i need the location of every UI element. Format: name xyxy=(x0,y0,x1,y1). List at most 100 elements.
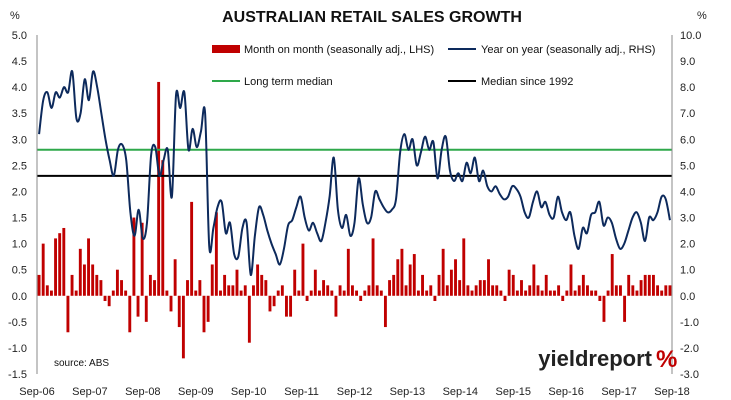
month-on-month-bar xyxy=(495,285,499,296)
month-on-month-bar xyxy=(169,295,173,312)
month-on-month-bar xyxy=(623,295,627,322)
left-tick-label: 0.0 xyxy=(12,291,27,303)
month-on-month-bar xyxy=(433,295,437,301)
month-on-month-bar xyxy=(280,285,284,296)
month-on-month-bar xyxy=(181,295,185,359)
month-on-month-bar xyxy=(161,160,165,296)
month-on-month-bar xyxy=(103,295,107,301)
x-tick-label: Sep-11 xyxy=(284,386,319,398)
month-on-month-bar xyxy=(396,259,400,296)
month-on-month-bar xyxy=(322,280,326,296)
month-on-month-bar xyxy=(619,285,622,296)
month-on-month-bar xyxy=(577,285,581,296)
month-on-month-bar xyxy=(87,238,90,296)
month-on-month-bar xyxy=(553,290,556,296)
month-on-month-bar xyxy=(313,269,317,296)
month-on-month-bar xyxy=(252,285,255,296)
month-on-month-bar xyxy=(289,295,293,317)
month-on-month-bar xyxy=(70,274,74,296)
month-on-month-bar xyxy=(355,290,359,296)
month-on-month-bar xyxy=(627,274,631,296)
month-on-month-bar xyxy=(515,290,519,296)
month-on-month-bar xyxy=(351,285,354,296)
month-on-month-bar xyxy=(441,248,445,296)
month-on-month-bar xyxy=(524,290,528,296)
month-on-month-bar xyxy=(462,238,466,296)
month-on-month-bar xyxy=(318,290,321,296)
month-on-month-bar xyxy=(404,285,408,296)
month-on-month-bar xyxy=(379,290,383,296)
month-on-month-bar xyxy=(140,222,144,296)
x-tick-label: Sep-09 xyxy=(178,386,213,398)
month-on-month-bar xyxy=(425,290,429,296)
month-on-month-bar xyxy=(565,290,569,296)
month-on-month-bar xyxy=(293,269,297,296)
left-tick-label: 4.0 xyxy=(12,82,27,94)
month-on-month-bar xyxy=(359,295,363,301)
month-on-month-bar xyxy=(45,285,49,296)
month-on-month-bar xyxy=(383,295,387,328)
month-on-month-bar xyxy=(136,295,140,317)
median-lines xyxy=(37,148,672,177)
month-on-month-bar xyxy=(664,285,668,296)
month-on-month-bar xyxy=(148,274,152,296)
month-on-month-bar xyxy=(421,274,424,296)
month-on-month-bar xyxy=(260,274,264,296)
month-on-month-bar xyxy=(58,233,62,296)
right-tick-label: 7.0 xyxy=(680,108,695,120)
month-on-month-bar xyxy=(610,254,614,296)
month-on-month-bar xyxy=(520,280,523,296)
month-on-month-bar xyxy=(66,295,70,333)
month-on-month-bar xyxy=(144,295,148,322)
month-on-month-bar xyxy=(507,269,511,296)
left-tick-label: 0.5 xyxy=(12,265,27,277)
month-on-month-bar xyxy=(367,285,371,296)
month-on-month-bars xyxy=(37,81,672,359)
month-on-month-bar xyxy=(458,280,462,296)
month-on-month-bar xyxy=(581,274,585,296)
month-on-month-bar xyxy=(482,280,486,296)
month-on-month-bar xyxy=(41,243,45,296)
month-on-month-bar xyxy=(342,290,346,296)
month-on-month-bar xyxy=(128,295,132,333)
x-tick-label: Sep-18 xyxy=(654,386,689,398)
month-on-month-bar xyxy=(223,274,227,296)
month-on-month-bar xyxy=(470,290,474,296)
right-tick-label: 1.0 xyxy=(680,265,695,277)
month-on-month-bar xyxy=(408,264,412,296)
month-on-month-bar xyxy=(647,274,651,296)
month-on-month-bar xyxy=(326,285,330,296)
month-on-month-bar xyxy=(49,290,53,296)
x-tick-label: Sep-08 xyxy=(125,386,160,398)
month-on-month-bar xyxy=(124,290,128,296)
month-on-month-bar xyxy=(239,290,243,296)
left-tick-label: 2.5 xyxy=(12,160,27,172)
month-on-month-bar xyxy=(668,285,672,296)
month-on-month-bar xyxy=(177,295,181,328)
right-tick-label: 2.0 xyxy=(680,239,695,251)
month-on-month-bar xyxy=(153,280,156,296)
right-tick-label: 3.0 xyxy=(680,213,695,225)
month-on-month-bar xyxy=(598,295,602,301)
right-tick-label: -3.0 xyxy=(680,369,699,381)
month-on-month-bar xyxy=(107,295,111,307)
month-on-month-bar xyxy=(487,259,490,296)
month-on-month-bar xyxy=(656,285,660,296)
month-on-month-bar xyxy=(561,295,565,301)
month-on-month-bar xyxy=(614,285,618,296)
month-on-month-bar xyxy=(235,269,239,296)
month-on-month-bar xyxy=(371,238,375,296)
month-on-month-bar xyxy=(202,295,206,333)
legend-label-year-on-year: Year on year (seasonally adj., RHS) xyxy=(481,44,655,56)
left-tick-label: -1.5 xyxy=(8,369,27,381)
month-on-month-bar xyxy=(363,290,367,296)
x-tick-label: Sep-07 xyxy=(72,386,107,398)
month-on-month-bar xyxy=(214,212,218,296)
left-axis-unit: % xyxy=(10,10,20,22)
right-axis-ticks: -3.0 -2.0 -1.0 0.0 1.0 2.0 3.0 4.0 5.0 6.0 7.0 8.0 9… xyxy=(680,30,701,381)
month-on-month-bar xyxy=(540,290,544,296)
month-on-month-bar xyxy=(569,264,573,296)
month-on-month-bar xyxy=(194,290,198,296)
left-tick-label: 4.5 xyxy=(12,56,27,68)
logo-percent-symbol: % xyxy=(656,346,677,373)
